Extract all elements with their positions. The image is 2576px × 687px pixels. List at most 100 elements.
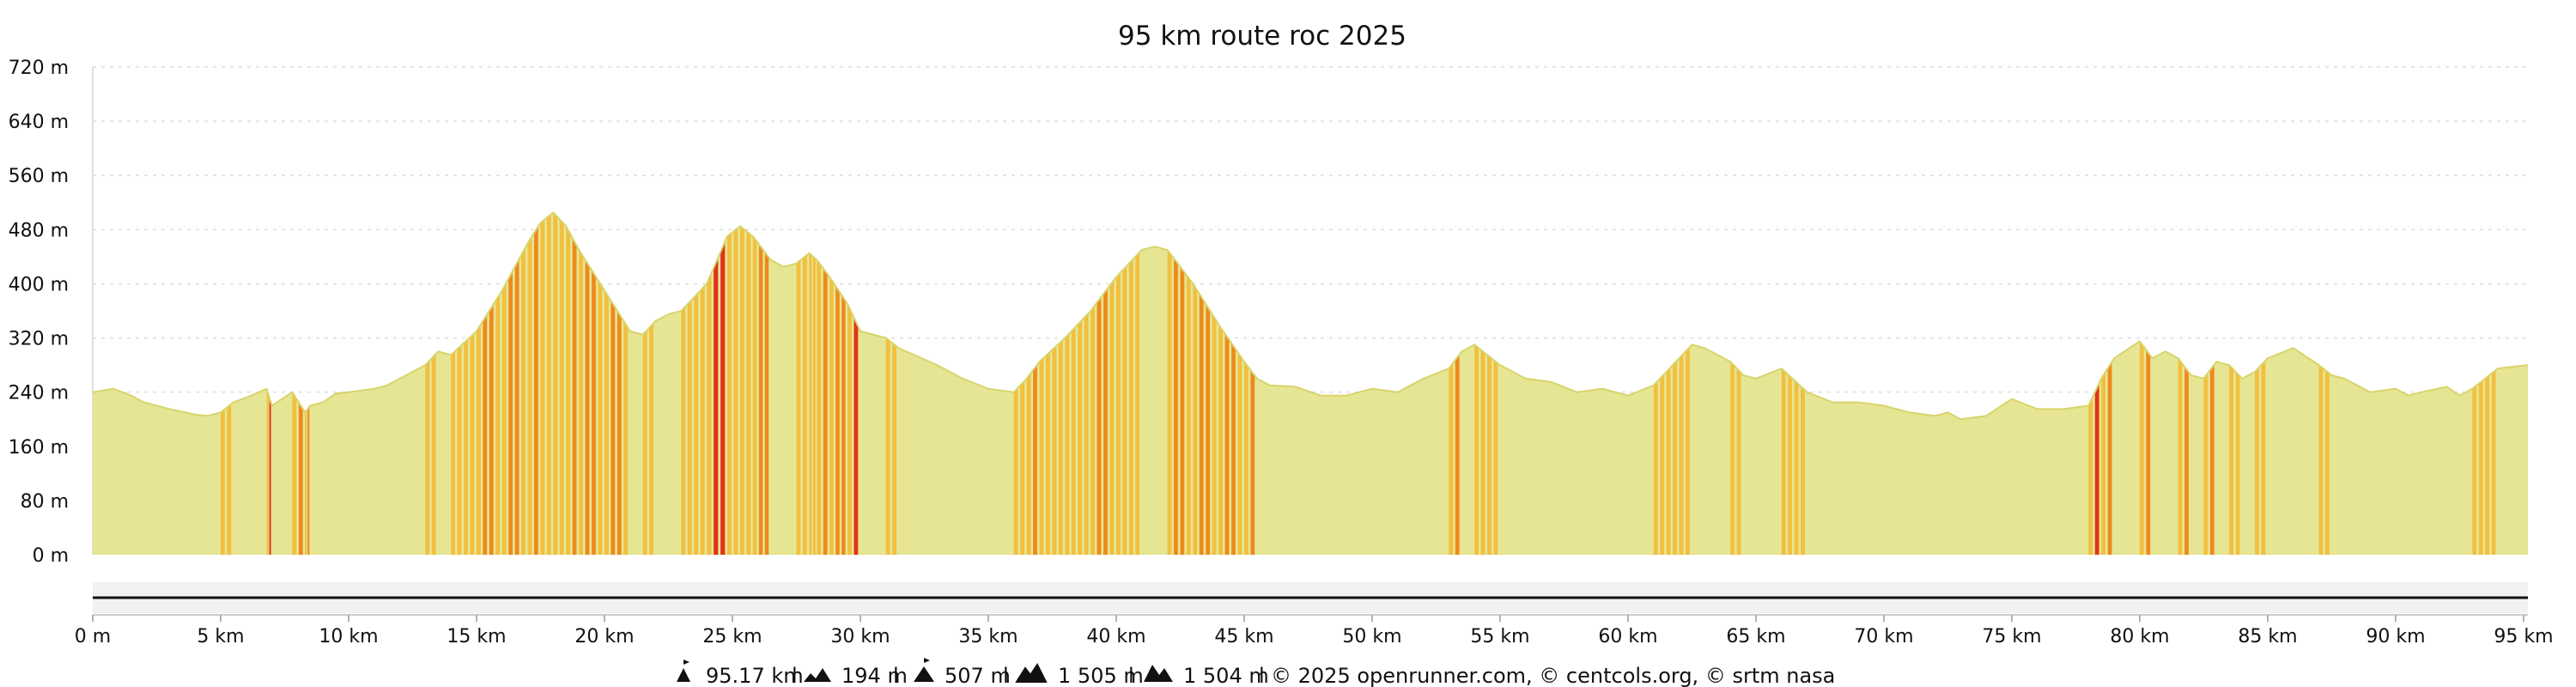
- gradient-stripe: [566, 212, 571, 555]
- gradient-stripe: [1186, 212, 1191, 555]
- gradient-stripe: [2184, 212, 2189, 555]
- gradient-stripe: [2178, 212, 2183, 555]
- gradient-stripe: [2101, 212, 2105, 555]
- gradient-stripe: [752, 212, 757, 555]
- gradient-stripe: [2261, 212, 2266, 555]
- gradient-stripe: [802, 212, 807, 555]
- gradient-stripe: [559, 212, 564, 555]
- y-tick-label: 320 m: [9, 329, 69, 350]
- gradient-stripe: [823, 212, 828, 555]
- gradient-stripe: [700, 212, 705, 555]
- gradient-stripe: [1218, 212, 1223, 555]
- gradient-stripe: [617, 212, 622, 555]
- x-tick-label: 70 km: [1854, 626, 1913, 647]
- gradient-stripe: [1487, 212, 1492, 555]
- gradient-stripe: [1474, 212, 1479, 555]
- gradient-stripe: [2094, 212, 2099, 555]
- x-tick-label: 85 km: [2238, 626, 2297, 647]
- svg-text:l: l: [1128, 664, 1134, 687]
- gradient-stripe: [1480, 212, 1485, 555]
- y-tick-label: 160 m: [9, 437, 69, 459]
- gradient-stripe: [292, 212, 297, 555]
- gradient-stripe: [2146, 212, 2151, 555]
- y-tick-label: 400 m: [9, 274, 69, 295]
- gradient-stripe: [714, 212, 719, 555]
- footer-distance: 95.17 km: [706, 664, 804, 687]
- gradient-stripe: [221, 212, 225, 555]
- gradient-stripe: [1673, 212, 1677, 555]
- gradient-stripe: [489, 212, 494, 555]
- gradient-stripe: [764, 212, 769, 555]
- gradient-stripe: [1109, 212, 1115, 555]
- gradient-stripes: [221, 212, 2496, 555]
- gradient-stripe: [885, 212, 890, 555]
- gradient-stripe: [1167, 212, 1172, 555]
- gradient-stripe: [508, 212, 513, 555]
- gradient-stripe: [733, 212, 738, 555]
- gradient-stripe: [2478, 212, 2483, 555]
- gradient-stripe: [495, 212, 501, 555]
- gradient-stripe: [2203, 212, 2208, 555]
- gradient-stripe: [266, 212, 269, 555]
- gradient-stripe: [2325, 212, 2330, 555]
- gradient-stripe: [892, 212, 896, 555]
- gradient-stripe: [2472, 212, 2477, 555]
- gradient-stripe: [451, 212, 455, 555]
- gradient-stripe: [2255, 212, 2259, 555]
- gradient-stripe: [527, 212, 532, 555]
- y-tick-label: 640 m: [9, 112, 69, 133]
- gradient-stripe: [1058, 212, 1063, 555]
- svg-text:l: l: [792, 664, 798, 687]
- y-tick-label: 720 m: [9, 58, 69, 79]
- gradient-stripe: [521, 212, 526, 555]
- gradient-stripe: [1033, 212, 1037, 555]
- y-tick-label: 480 m: [9, 220, 69, 241]
- gradient-stripe: [483, 212, 488, 555]
- gradient-stripe: [1679, 212, 1684, 555]
- gradient-stripe: [817, 212, 822, 555]
- gradient-stripe: [431, 212, 436, 555]
- gradient-stripe: [809, 212, 812, 555]
- gradient-stripe: [1794, 212, 1799, 555]
- gradient-stripe: [514, 212, 519, 555]
- gradient-stripe: [739, 212, 744, 555]
- gradient-stripe: [848, 212, 852, 555]
- gradient-stripe: [534, 212, 538, 555]
- y-tick-label: 560 m: [9, 166, 69, 187]
- x-tick-label: 50 km: [1342, 626, 1401, 647]
- distance-icon: [677, 660, 690, 682]
- svg-text:l: l: [893, 664, 899, 687]
- gradient-stripe: [1180, 212, 1185, 555]
- x-tick-label: 25 km: [702, 626, 762, 647]
- x-tick-label: 55 km: [1470, 626, 1529, 647]
- gradient-stripe: [707, 212, 712, 555]
- ascent-icon: [1015, 663, 1048, 683]
- gradient-stripe: [1052, 212, 1057, 555]
- x-tick-label: 60 km: [1598, 626, 1657, 647]
- gradient-stripe: [1781, 212, 1786, 555]
- gradient-stripe: [1122, 212, 1127, 555]
- x-tick-label: 90 km: [2366, 626, 2425, 647]
- x-tick-label: 0 m: [75, 626, 111, 647]
- x-tick-label: 20 km: [574, 626, 634, 647]
- x-tick-label: 75 km: [1982, 626, 2041, 647]
- gradient-stripe: [854, 212, 859, 555]
- gradient-stripe: [585, 212, 590, 555]
- gradient-stripe: [2209, 212, 2215, 555]
- gradient-stripe: [1237, 212, 1242, 555]
- elevation-outline: [92, 211, 2529, 421]
- gradient-stripe: [796, 212, 801, 555]
- gradient-stripe: [1224, 212, 1230, 555]
- gradient-stripe: [553, 212, 558, 555]
- gradient-stripe: [1128, 212, 1133, 555]
- gradient-stripe: [1449, 212, 1454, 555]
- gradient-stripe: [1250, 212, 1255, 555]
- footer-credits: © 2025 openrunner.com, © centcols.org, ©…: [1271, 664, 1835, 687]
- gradient-stripe: [1801, 212, 1805, 555]
- gradient-stripe: [579, 212, 583, 555]
- footer-ascent: 1 505 m: [1058, 664, 1144, 687]
- gradient-stripe: [1071, 212, 1076, 555]
- gradient-stripe: [1026, 212, 1031, 555]
- x-tick-label: 35 km: [958, 626, 1018, 647]
